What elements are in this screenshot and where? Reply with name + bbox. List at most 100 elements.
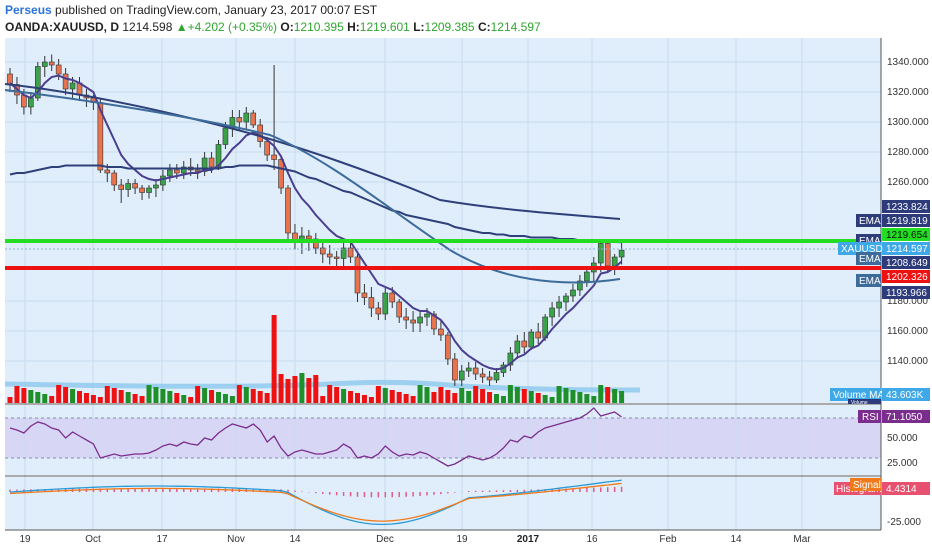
candle-body[interactable] (563, 295, 569, 303)
candle-body[interactable] (215, 144, 222, 168)
volume-bar[interactable] (111, 388, 117, 403)
volume-bar[interactable] (209, 390, 215, 403)
volume-bar[interactable] (174, 393, 180, 403)
candle-body[interactable] (528, 331, 535, 348)
candle-body[interactable] (396, 301, 403, 318)
candle-body[interactable] (431, 313, 437, 330)
volume-bar[interactable] (445, 390, 451, 403)
volume-bar[interactable] (70, 389, 76, 403)
candle-body[interactable] (486, 376, 493, 381)
volume-bar[interactable] (577, 392, 583, 403)
candle-body[interactable] (507, 352, 514, 366)
candle-body[interactable] (180, 166, 187, 174)
volume-bar[interactable] (21, 388, 27, 403)
candle-body[interactable] (139, 187, 145, 193)
volume-bar[interactable] (417, 385, 423, 403)
candle-body[interactable] (597, 243, 604, 264)
candle-body[interactable] (472, 367, 479, 375)
symbol-tag[interactable] (838, 242, 881, 255)
volume-bar[interactable] (500, 396, 506, 403)
candle-body[interactable] (243, 112, 250, 123)
candle-body[interactable] (410, 319, 416, 324)
volume-bar[interactable] (63, 387, 69, 403)
candle-body[interactable] (347, 247, 354, 258)
ema-short-line[interactable] (9, 74, 623, 371)
candle-body[interactable] (174, 169, 180, 174)
candle-body[interactable] (458, 370, 465, 381)
candle-body[interactable] (417, 316, 423, 324)
volume-bar[interactable] (514, 387, 520, 403)
volume-bar[interactable] (7, 397, 13, 403)
ema-long-line[interactable] (9, 164, 622, 244)
candle-body[interactable] (604, 243, 611, 267)
candle-body[interactable] (153, 184, 159, 189)
volume-bar[interactable] (222, 394, 228, 403)
author-name[interactable]: Perseus (5, 3, 52, 17)
volume-bar[interactable] (229, 396, 235, 403)
candle-body[interactable] (132, 183, 138, 189)
candle-body[interactable] (521, 340, 528, 348)
candle-body[interactable] (285, 187, 291, 234)
volume-tag[interactable] (848, 399, 881, 404)
candle-body[interactable] (146, 187, 152, 193)
volume-bar[interactable] (320, 396, 326, 403)
candle-body[interactable] (125, 183, 131, 190)
volume-bar[interactable] (77, 391, 82, 403)
candle-body[interactable] (41, 61, 48, 67)
volume-bar[interactable] (160, 389, 166, 403)
candle-body[interactable] (271, 154, 277, 160)
volume-bar[interactable] (341, 389, 347, 403)
candle-body[interactable] (514, 340, 521, 354)
volume-bar[interactable] (35, 392, 41, 403)
volume-bar[interactable] (195, 386, 201, 403)
volume-bar[interactable] (90, 395, 96, 403)
candle-body[interactable] (424, 313, 430, 318)
candle-body[interactable] (493, 372, 500, 381)
volume-bar[interactable] (542, 395, 548, 403)
volume-bar[interactable] (83, 393, 89, 403)
rsi-line[interactable] (9, 407, 622, 467)
volume-bar[interactable] (132, 394, 138, 403)
volume-bar[interactable] (438, 387, 444, 403)
candle-body[interactable] (319, 247, 326, 255)
candle-body[interactable] (34, 66, 41, 99)
volume-bar[interactable] (459, 388, 465, 403)
candle-body[interactable] (250, 112, 257, 126)
volume-bar[interactable] (167, 391, 173, 403)
candle-body[interactable] (535, 331, 542, 339)
candle-body[interactable] (201, 157, 208, 172)
volume-bar[interactable] (355, 393, 360, 403)
volume-bar[interactable] (389, 390, 395, 403)
volume-bar[interactable] (382, 388, 388, 403)
volume-bar[interactable] (125, 392, 131, 403)
volume-bar[interactable] (327, 385, 333, 403)
volume-bar[interactable] (250, 389, 256, 403)
volume-bar[interactable] (49, 396, 55, 403)
candle-body[interactable] (264, 141, 270, 156)
volume-bar[interactable] (619, 391, 625, 403)
volume-bar[interactable] (181, 395, 187, 403)
volume-bar[interactable] (14, 386, 20, 403)
volume-bar[interactable] (42, 394, 48, 403)
candle-body[interactable] (465, 367, 472, 372)
ema-100-line[interactable] (4, 89, 621, 284)
ema-tag[interactable] (856, 252, 881, 265)
ema-tag[interactable] (856, 274, 881, 287)
volume-bar[interactable] (285, 379, 291, 403)
candle-body[interactable] (382, 292, 389, 315)
volume-bar[interactable] (452, 393, 458, 403)
volume-bar[interactable] (466, 391, 472, 403)
volume-bar[interactable] (334, 387, 340, 403)
volume-bar[interactable] (306, 378, 312, 403)
volume-bar[interactable] (56, 385, 62, 403)
candle-body[interactable] (194, 169, 201, 172)
volume-bar[interactable] (264, 393, 270, 403)
volume-bar[interactable] (591, 396, 597, 403)
volume-bar[interactable] (97, 397, 103, 403)
volume-bar[interactable] (313, 375, 319, 403)
volume-bar[interactable] (528, 391, 534, 403)
candle-body[interactable] (570, 289, 576, 297)
volume-bar[interactable] (118, 390, 124, 403)
rsi-tag[interactable] (858, 410, 881, 423)
volume-bar[interactable] (507, 385, 513, 403)
